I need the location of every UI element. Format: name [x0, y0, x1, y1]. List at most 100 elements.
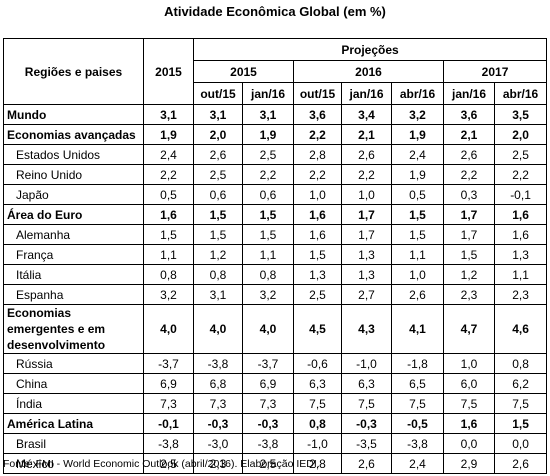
- cell-value: 2,2: [443, 164, 495, 185]
- row-label: Japão: [3, 184, 144, 205]
- cell-value: 1,9: [143, 124, 194, 145]
- cell-value: 1,5: [143, 224, 194, 245]
- row-label: Economias avançadas: [3, 124, 144, 145]
- row-label: Reino Unido: [3, 164, 144, 185]
- cell-value: 0,3: [443, 184, 495, 205]
- cell-value: 2,6: [341, 144, 392, 165]
- source-note: Fonte: FMI - World Economic Outlook (abr…: [3, 458, 320, 470]
- header-col: jan/16: [341, 82, 392, 105]
- table-row: Economias emergentes e em desenvolviment…: [3, 304, 548, 354]
- cell-value: 1,5: [242, 224, 294, 245]
- cell-value: 2,5: [493, 144, 548, 165]
- cell-value: 7,5: [493, 393, 548, 414]
- cell-value: 4,6: [493, 304, 548, 354]
- cell-value: 1,5: [443, 244, 495, 265]
- cell-value: 1,6: [493, 204, 548, 225]
- cell-value: 0,6: [242, 184, 294, 205]
- cell-value: 2,2: [293, 124, 342, 145]
- cell-value: 3,1: [143, 104, 194, 125]
- header-col: jan/16: [242, 82, 294, 105]
- cell-value: 3,2: [391, 104, 444, 125]
- cell-value: 1,5: [391, 204, 444, 225]
- cell-value: 2,2: [293, 164, 342, 185]
- cell-value: 6,9: [242, 373, 294, 394]
- row-label: Mundo: [3, 104, 144, 125]
- cell-value: 2,0: [493, 124, 548, 145]
- cell-value: 2,3: [193, 453, 243, 474]
- cell-value: 6,0: [443, 373, 495, 394]
- header-row-1: Regiões e paises 2015 Projeções: [3, 38, 548, 105]
- cell-value: -0,3: [341, 413, 392, 434]
- header-row-3: out/15 jan/16 out/15 jan/16 abr/16 jan/1…: [4, 82, 548, 105]
- cell-value: 3,1: [193, 284, 243, 305]
- cell-value: 2,2: [341, 164, 392, 185]
- cell-value: 7,3: [143, 393, 194, 414]
- cell-value: 2,1: [341, 124, 392, 145]
- cell-value: 2,2: [143, 164, 194, 185]
- cell-value: 1,5: [493, 413, 548, 434]
- cell-value: -3,8: [143, 433, 194, 454]
- row-label: Itália: [3, 264, 144, 285]
- cell-value: 0,0: [493, 433, 548, 454]
- header-2015: 2015: [143, 38, 194, 105]
- cell-value: -3,7: [242, 353, 294, 374]
- cell-value: 3,2: [242, 284, 294, 305]
- cell-value: 2,2: [242, 164, 294, 185]
- cell-value: 1,0: [341, 184, 392, 205]
- cell-value: 2,4: [143, 144, 194, 165]
- table-row: Índia 7,3 7,3 7,3 7,5 7,5 7,5 7,5 7,5: [3, 393, 548, 414]
- cell-value: 7,3: [242, 393, 294, 414]
- cell-value: 0,0: [443, 433, 495, 454]
- cell-value: 7,5: [293, 393, 342, 414]
- table-row: China 6,9 6,8 6,9 6,3 6,3 6,5 6,0 6,2: [3, 373, 548, 394]
- cell-value: 6,8: [193, 373, 243, 394]
- table-row: Rússia -3,7 -3,8 -3,7 -0,6 -1,0 -1,8 1,0 0,8: [3, 353, 548, 374]
- cell-value: -0,3: [242, 413, 294, 434]
- row-label: América Latina: [3, 413, 144, 434]
- cell-value: 3,6: [443, 104, 495, 125]
- cell-value: -3,8: [193, 353, 243, 374]
- cell-value: 1,1: [391, 244, 444, 265]
- cell-value: 2,2: [493, 164, 548, 185]
- cell-value: 1,7: [443, 204, 495, 225]
- cell-value: -1,0: [293, 433, 342, 454]
- cell-value: 6,5: [391, 373, 444, 394]
- cell-value: 1,5: [193, 204, 243, 225]
- cell-value: 3,6: [293, 104, 342, 125]
- cell-value: 1,1: [242, 244, 294, 265]
- cell-value: 1,6: [293, 204, 342, 225]
- row-label: Área do Euro: [3, 204, 144, 225]
- cell-value: -3,8: [242, 433, 294, 454]
- cell-value: 2,9: [443, 453, 495, 474]
- cell-value: 1,6: [293, 224, 342, 245]
- cell-value: 1,0: [443, 353, 495, 374]
- cell-value: 2,6: [443, 144, 495, 165]
- cell-value: 1,1: [143, 244, 194, 265]
- cell-value: 1,9: [391, 164, 444, 185]
- table-row: México 2,5 2,3 2,5 2,8 2,6 2,4 2,9 2,6: [3, 453, 548, 474]
- table-body: Mundo 3,1 3,1 3,1 3,6 3,4 3,2 3,6 3,5 Economias a…: [3, 104, 548, 474]
- cell-value: 2,4: [391, 144, 444, 165]
- cell-value: 0,8: [493, 353, 548, 374]
- row-label: Economias emergentes e em desenvolviment…: [3, 304, 144, 354]
- row-label: Alemanha: [3, 224, 144, 245]
- cell-value: 0,6: [193, 184, 243, 205]
- cell-value: 0,8: [143, 264, 194, 285]
- header-col: abr/16: [493, 82, 548, 105]
- cell-value: 0,8: [193, 264, 243, 285]
- cell-value: 7,5: [341, 393, 392, 414]
- cell-value: 1,5: [391, 224, 444, 245]
- row-label: Estados Unidos: [3, 144, 144, 165]
- cell-value: -0,1: [493, 184, 548, 205]
- cell-value: -3,7: [143, 353, 194, 374]
- cell-value: 7,5: [443, 393, 495, 414]
- cell-value: 1,6: [443, 413, 495, 434]
- cell-value: 1,3: [493, 244, 548, 265]
- cell-value: 0,8: [293, 413, 342, 434]
- header-group-2015: 2015: [193, 60, 294, 83]
- table-row: Espanha 3,2 3,1 3,2 2,5 2,7 2,6 2,3 2,3: [3, 284, 548, 305]
- cell-value: 1,6: [493, 224, 548, 245]
- table-row: Japão 0,5 0,6 0,6 1,0 1,0 0,5 0,3 -0,1: [3, 184, 548, 205]
- cell-value: 1,3: [293, 264, 342, 285]
- cell-value: 2,8: [293, 144, 342, 165]
